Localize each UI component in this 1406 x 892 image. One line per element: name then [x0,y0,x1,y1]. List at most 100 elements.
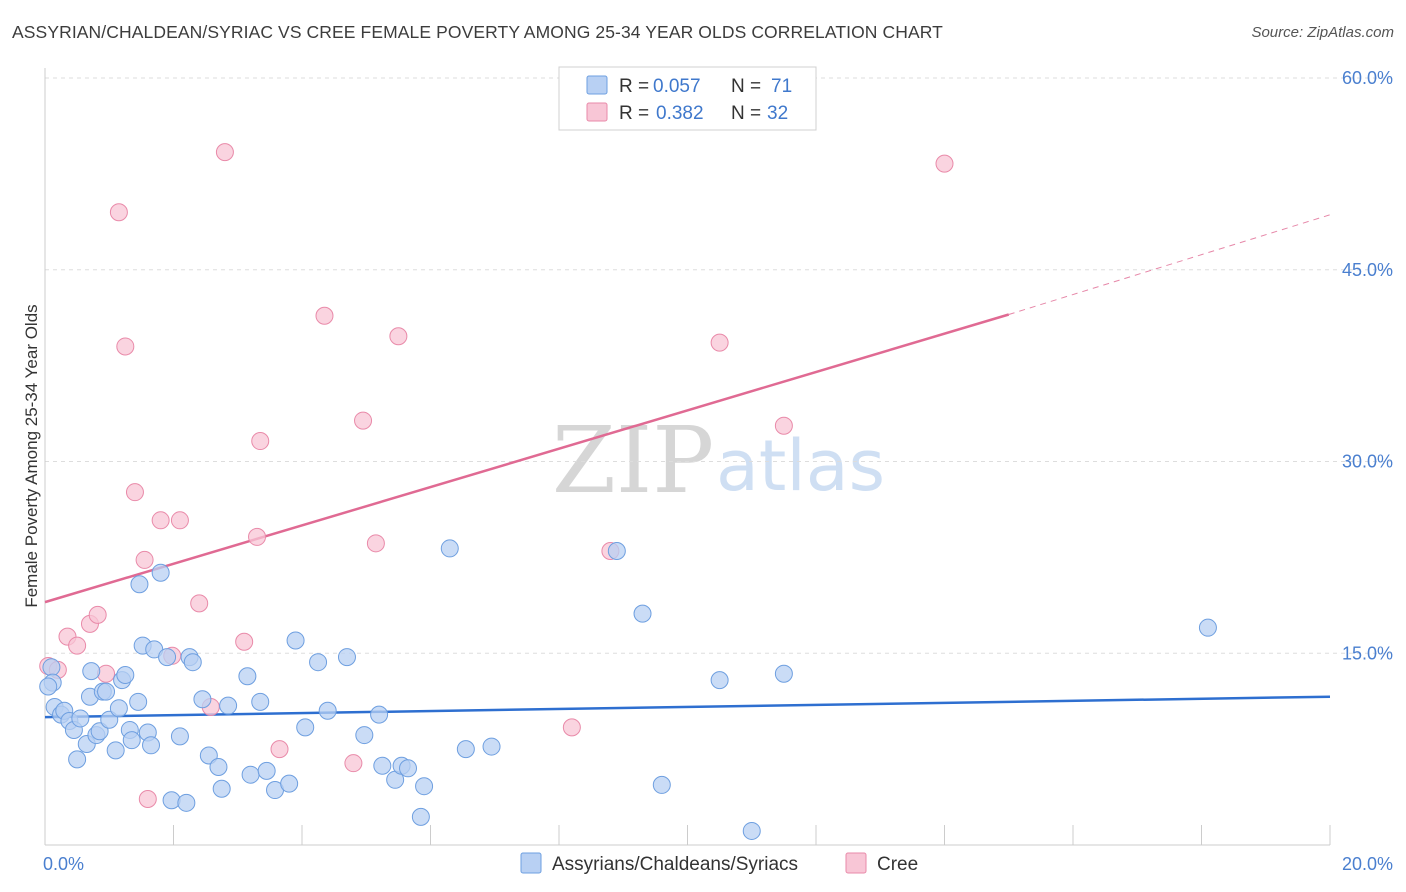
assyrian-point-41 [238,667,257,686]
assyrian-point-33 [177,793,196,812]
assyrian-point-53 [370,705,389,724]
x-tick-labels: 0.0% 20.0% [43,854,1393,874]
correlation-legend: R = 0.057 N = 71 R = 0.382 N = 32 [558,66,817,131]
assyrian-point-57 [399,759,418,778]
legend-r-value-1: 0.057 [653,76,701,97]
assyrian-point-18 [109,699,128,718]
assyrian-point-35 [183,653,202,672]
assyrian-point-37 [199,746,218,765]
cree-point-7 [109,203,128,222]
cree-point-24 [354,411,373,430]
y-tick-label-3: 60.0% [1342,68,1393,88]
assyrian-point-46 [280,774,299,793]
assyrian-point-48 [296,718,315,737]
assyrian-points [39,539,1217,840]
legend-n-label-1: N = [731,76,761,97]
assyrian-point-64 [633,604,652,623]
assyrian-point-36 [193,690,212,709]
assyrian-point-20 [116,665,135,684]
source-credit: Source: ZipAtlas.com [1251,24,1394,41]
assyrian-point-59 [415,777,434,796]
cree-point-21 [270,740,289,759]
assyrian-point-43 [251,692,270,711]
y-tick-label-2: 45.0% [1342,260,1393,280]
series-legend-swatch-assyrian [520,852,542,874]
cree-points [39,143,954,808]
assyrian-point-22 [122,731,141,750]
cree-point-17 [215,143,234,162]
watermark-zip: ZIP [552,407,714,514]
assyrian-point-42 [241,765,260,784]
watermark-atlas: atlas [716,425,885,507]
cree-point-26 [389,327,408,346]
x-tick-label-1: 20.0% [1342,854,1393,874]
legend-n-label-2: N = [731,103,761,124]
assyrian-point-47 [286,631,305,650]
trend-line-cree-extension [1008,214,1331,315]
x-tick-label-0: 0.0% [43,854,84,874]
series-legend-label-cree: Cree [877,854,918,875]
assyrian-point-58 [411,807,430,826]
assyrian-point-38 [209,758,228,777]
y-axis-label: Female Poverty Among 25-34 Year Olds [22,304,41,607]
assyrian-point-52 [355,726,374,745]
assyrian-point-17 [106,741,125,760]
cree-point-23 [344,754,363,773]
assyrian-point-69 [1198,618,1217,637]
cree-point-10 [135,550,154,569]
assyrian-point-54 [373,756,392,775]
cree-point-11 [138,789,157,808]
cree-point-22 [315,306,334,325]
y-tick-labels: 15.0% 30.0% 45.0% 60.0% [1342,68,1393,663]
y-tick-label-0: 15.0% [1342,643,1393,663]
assyrian-point-51 [337,648,356,667]
legend-swatch-cree [586,102,608,122]
assyrian-point-8 [71,709,90,728]
y-tick-label-1: 30.0% [1342,452,1393,472]
cree-point-20 [251,432,270,451]
assyrian-point-44 [257,761,276,780]
assyrian-point-29 [151,563,170,582]
cree-point-6 [97,664,116,683]
assyrian-point-65 [652,775,671,794]
cree-point-30 [774,416,793,435]
assyrian-point-23 [129,692,148,711]
assyrian-point-67 [742,821,761,840]
cree-point-14 [170,511,189,530]
legend-swatch-assyrian [586,75,608,95]
assyrian-point-40 [219,696,238,715]
trend-line-assyrian [44,695,1331,719]
gridlines [45,77,1392,654]
assyrian-point-50 [318,701,337,720]
assyrian-point-13 [90,722,109,741]
assyrian-point-39 [212,779,231,798]
assyrian-point-31 [162,791,181,810]
legend-r-label-2: R = [619,103,649,124]
assyrian-point-60 [440,539,459,558]
assyrian-point-11 [82,662,101,681]
trend-lines [44,214,1331,719]
cree-point-19 [248,527,267,546]
cree-point-15 [190,594,209,613]
cree-point-12 [151,511,170,530]
assyrian-point-62 [482,737,501,756]
cree-point-8 [116,337,135,356]
assyrian-point-24 [130,575,149,594]
cree-point-27 [562,718,581,737]
chart-title: ASSYRIAN/CHALDEAN/SYRIAC VS CREE FEMALE … [12,22,943,42]
assyrian-point-7 [68,750,87,769]
legend-r-label-1: R = [619,76,649,97]
assyrian-point-0 [42,658,61,677]
cree-point-5 [88,605,107,624]
cree-point-3 [68,636,87,655]
cree-point-18 [235,632,254,651]
series-legend-label-assyrian: Assyrians/Chaldeans/Syriacs [552,854,798,875]
assyrian-point-32 [170,727,189,746]
cree-point-25 [366,534,385,553]
cree-point-31 [935,154,954,173]
assyrian-point-70 [39,677,58,696]
axes [44,68,1331,846]
cree-point-29 [710,333,729,352]
assyrian-point-68 [774,664,793,683]
